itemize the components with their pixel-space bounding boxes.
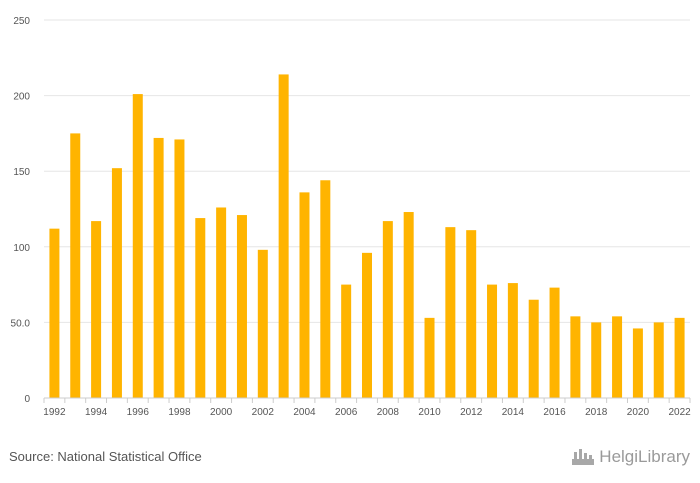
- bars: [49, 74, 685, 398]
- bar-1998[interactable]: [174, 139, 185, 398]
- x-tick-label: 2008: [377, 407, 400, 418]
- y-tick-label: 50.0: [11, 318, 31, 329]
- x-axis-labels: 1992 1994 1996 1998 2000 2002 2004 2006 2008 2010…: [43, 407, 691, 418]
- x-tick-label: 1996: [127, 407, 150, 418]
- bar-2020[interactable]: [632, 328, 643, 398]
- bar-2012[interactable]: [466, 230, 477, 398]
- y-tick-label: 200: [13, 92, 30, 103]
- x-tick-label: 2006: [335, 407, 358, 418]
- bar-2001[interactable]: [236, 215, 247, 398]
- bar-2021[interactable]: [653, 322, 664, 398]
- bar-2010[interactable]: [424, 317, 435, 398]
- bar-2004[interactable]: [299, 192, 310, 398]
- bar-2000[interactable]: [216, 207, 227, 398]
- source-note: Source: National Statistical Office: [9, 449, 202, 464]
- bar-2006[interactable]: [341, 284, 352, 398]
- bar-1997[interactable]: [153, 137, 164, 398]
- helgi-logo-icon: [572, 449, 595, 465]
- x-tick-label: 2022: [668, 407, 691, 418]
- bar-1995[interactable]: [111, 168, 122, 398]
- brand-name: HelgiLibrary: [599, 447, 690, 466]
- x-tick-label: 2004: [293, 407, 316, 418]
- y-tick-label: 100: [13, 243, 30, 254]
- bar-2002[interactable]: [257, 249, 268, 398]
- bar-2009[interactable]: [403, 212, 414, 398]
- bar-2019[interactable]: [612, 316, 623, 398]
- bar-2017[interactable]: [570, 316, 581, 398]
- x-tick-label: 2012: [460, 407, 483, 418]
- x-tick-label: 2010: [418, 407, 441, 418]
- y-tick-label: 250: [13, 16, 30, 27]
- bar-2018[interactable]: [591, 322, 602, 398]
- bar-2014[interactable]: [507, 283, 518, 398]
- x-tick-label: 2018: [585, 407, 608, 418]
- y-tick-label: 150: [13, 167, 30, 178]
- bar-1994[interactable]: [91, 221, 102, 398]
- bar-chart: 0 50.0 100 150 200 250 1992 1994 1996 1998 2000 20…: [11, 16, 692, 418]
- x-tick-label: 1994: [85, 407, 108, 418]
- x-axis: [43, 397, 691, 403]
- x-tick-label: 1998: [168, 407, 191, 418]
- x-tick-label: 2002: [252, 407, 275, 418]
- bar-1996[interactable]: [132, 94, 143, 398]
- bar-2022[interactable]: [674, 317, 685, 398]
- y-axis-labels: 0 50.0 100 150 200 250: [11, 16, 31, 405]
- x-tick-label: 2016: [543, 407, 566, 418]
- x-tick-label: 1992: [43, 407, 66, 418]
- bar-1999[interactable]: [195, 218, 206, 398]
- gridlines: [44, 19, 690, 323]
- bar-2007[interactable]: [362, 252, 372, 398]
- bar-2015[interactable]: [528, 299, 539, 398]
- x-tick-label: 2020: [627, 407, 650, 418]
- y-tick-label: 0: [24, 394, 30, 405]
- x-tick-label: 2000: [210, 407, 233, 418]
- bar-2016[interactable]: [549, 287, 560, 398]
- helgi-library-brand[interactable]: HelgiLibrary: [570, 446, 690, 468]
- bar-1993[interactable]: [70, 133, 81, 398]
- bar-2013[interactable]: [487, 284, 498, 398]
- bar-2005[interactable]: [320, 180, 331, 398]
- bar-2008[interactable]: [382, 221, 393, 398]
- x-tick-label: 2014: [502, 407, 525, 418]
- bar-1992[interactable]: [49, 228, 60, 398]
- bar-2003[interactable]: [278, 74, 289, 398]
- bar-2011[interactable]: [445, 227, 456, 398]
